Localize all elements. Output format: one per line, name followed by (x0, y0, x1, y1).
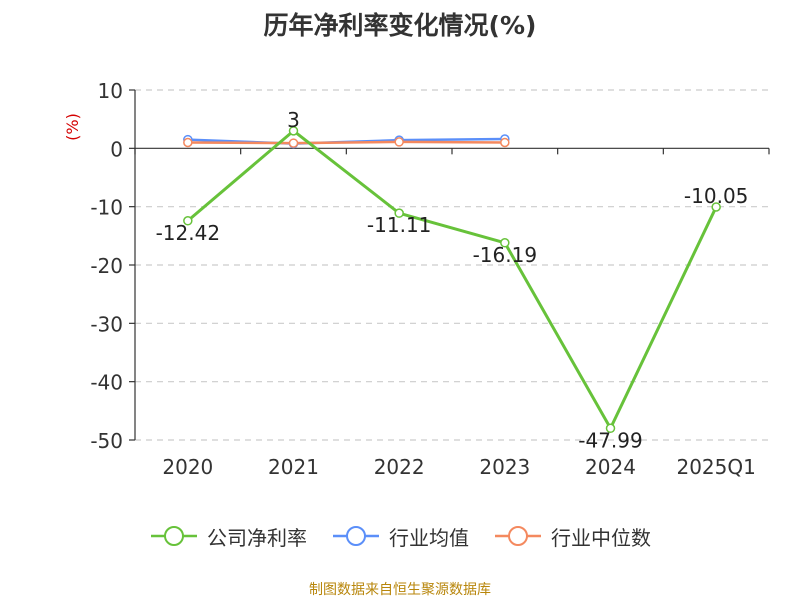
series-line (187, 140, 505, 145)
series-points (183, 126, 721, 434)
legend-marker-icon (495, 526, 541, 546)
data-label: 3 (287, 108, 300, 132)
x-tick-labels: 2020 2021 2022 2023 2024 2025Q1 (162, 455, 755, 479)
y-tick-label: 10 (98, 79, 123, 103)
data-label: -10.05 (684, 184, 748, 208)
x-tick-label: 2025Q1 (676, 455, 755, 479)
legend-marker-icon (333, 526, 379, 546)
y-tick-label: -10 (90, 196, 123, 220)
y-tick-label: -40 (90, 371, 123, 395)
legend-item[interactable]: 公司净利率 (149, 520, 307, 552)
data-point (183, 137, 193, 148)
data-point (288, 138, 299, 148)
x-tick-label: 2023 (479, 455, 530, 479)
data-point (288, 126, 299, 136)
legend-label: 公司净利率 (207, 525, 307, 550)
data-point (183, 216, 193, 226)
y-tick-label: -20 (90, 254, 123, 278)
axes (129, 89, 770, 441)
series-lines (186, 129, 718, 430)
x-tick-label: 2021 (268, 455, 319, 479)
x-tick-label: 2024 (585, 455, 636, 479)
legend-label: 行业中位数 (551, 525, 651, 550)
legend: 公司净利率 行业均值 行业中位数 (0, 520, 800, 552)
chart-title: 历年净利率变化情况(%) (263, 11, 537, 40)
data-point (605, 423, 616, 434)
source-note: 制图数据来自恒生聚源数据库 (309, 582, 491, 598)
y-axis-label: (%) (63, 113, 82, 141)
data-label: -12.42 (156, 221, 220, 245)
grid-lines (135, 89, 769, 441)
legend-label: 行业均值 (389, 525, 469, 550)
data-label: -11.11 (367, 213, 431, 237)
data-point (711, 202, 721, 212)
y-tick-label: -30 (90, 312, 123, 336)
x-tick-label: 2020 (162, 455, 213, 479)
data-point (500, 238, 510, 248)
data-labels: -12.42 3 -11.11 -16.19 -47.99 -10.05 (156, 108, 749, 452)
data-label: -47.99 (578, 428, 642, 452)
data-point (394, 137, 404, 147)
series-line (186, 129, 718, 430)
data-label: -16.19 (473, 243, 537, 267)
data-point (394, 208, 404, 218)
x-tick-label: 2022 (374, 455, 425, 479)
y-tick-labels: 10 0 -10 -20 -30 -40 -50 (90, 79, 123, 453)
legend-item[interactable]: 行业均值 (331, 520, 469, 552)
legend-marker-icon (151, 526, 197, 546)
y-tick-label: 0 (110, 137, 123, 161)
data-point (500, 137, 510, 148)
y-tick-label: -50 (90, 429, 123, 453)
legend-item[interactable]: 行业中位数 (493, 520, 651, 552)
